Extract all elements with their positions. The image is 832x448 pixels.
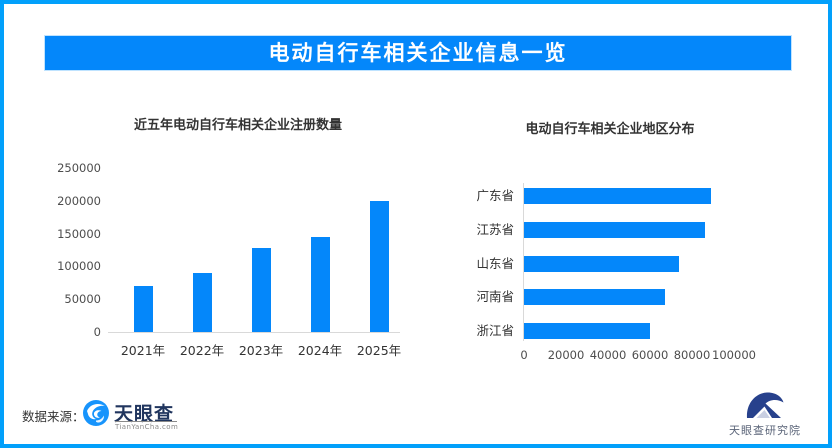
y-axis-tick-label: 150000 <box>57 226 101 241</box>
registrations-chart-title: 近五年电动自行车相关企业注册数量 <box>133 118 342 133</box>
y-axis-tick-label: 200000 <box>57 193 101 208</box>
x-axis-category-label: 2022年 <box>179 343 225 358</box>
region-label: 广东省 <box>476 188 514 203</box>
x-axis-category-label: 2021年 <box>120 343 166 358</box>
bar-2024年 <box>310 236 330 332</box>
y-axis-tick-label: 250000 <box>57 161 101 175</box>
region-bar-chart: 0 20000 40000 60000 80000 100000 <box>520 183 769 362</box>
bar-河南省 <box>524 289 665 306</box>
region-chart-title: 电动自行车相关企业地区分布 <box>525 122 695 137</box>
data-source-label: 数据来源： <box>22 409 85 424</box>
bar-2023年 <box>251 248 271 332</box>
x-axis-tick-label: 80000 <box>673 348 711 362</box>
page-title: 电动自行车相关企业信息一览 <box>44 35 792 71</box>
y-axis-tick-label: 0 <box>93 325 101 339</box>
tianyancha-research-text: 天眼查研究院 <box>729 424 801 437</box>
tianyancha-research-icon <box>743 390 787 424</box>
tianyancha-logo-text: 天眼查 <box>114 403 175 425</box>
tianyancha-logo-domain: TianYanCha.com <box>115 421 179 431</box>
tianyancha-logo: 天眼查 TianYanCha.com <box>82 398 182 432</box>
x-axis-tick-label: 20000 <box>547 348 585 362</box>
y-axis-tick-label: 50000 <box>64 292 101 307</box>
tianyancha-research-logo: 天眼查研究院 <box>712 390 818 440</box>
x-axis-category-label: 2025年 <box>356 343 402 358</box>
x-axis-category-label: 2024年 <box>297 343 343 358</box>
region-label: 山东省 <box>476 255 514 271</box>
region-chart-category-axis: 广东省江苏省山东省河南省浙江省 <box>448 183 514 343</box>
bar-2025年 <box>369 200 389 332</box>
region-label: 浙江省 <box>476 323 514 338</box>
registrations-bar-chart: 2021年 2022年 2023年 2024年 2025年 <box>108 168 401 358</box>
bar-山东省 <box>524 255 680 272</box>
x-axis-tick-label: 40000 <box>589 348 627 362</box>
bar-广东省 <box>524 188 711 204</box>
bar-2022年 <box>192 272 212 332</box>
x-axis-tick-label: 100000 <box>712 348 756 362</box>
bar-2021年 <box>133 286 153 332</box>
y-axis-tick-label: 100000 <box>57 259 101 274</box>
region-label: 河南省 <box>476 289 514 305</box>
tianyancha-eagle-icon <box>82 399 110 431</box>
bar-浙江省 <box>524 323 650 339</box>
x-axis-category-label: 2023年 <box>238 343 284 358</box>
registrations-chart-y-axis: 0 50000 100000 150000 200000 250000 <box>52 161 101 340</box>
x-axis-tick-label: 60000 <box>631 348 669 362</box>
x-axis-tick-label: 0 <box>520 348 528 362</box>
bar-江苏省 <box>524 221 705 238</box>
region-label: 江苏省 <box>476 221 514 237</box>
